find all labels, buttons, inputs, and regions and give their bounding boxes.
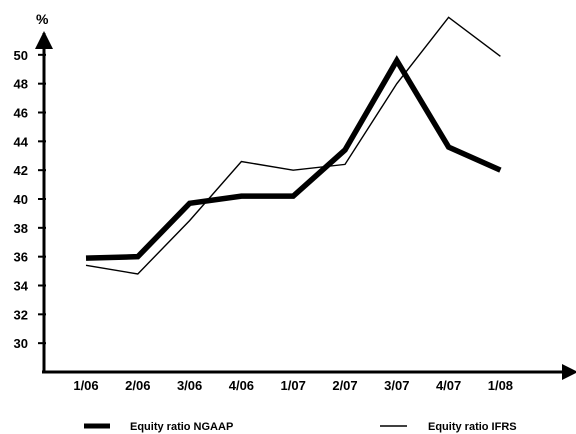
x-axis: 1/06 2/06 3/06 4/06 1/07 2/07 3/07 4/07 1/08 [42, 364, 576, 393]
y-tick-label: 50 [14, 48, 28, 63]
y-tick-label: 42 [14, 163, 28, 178]
y-axis: % 30 32 34 36 38 40 42 44 46 48 50 [14, 11, 53, 372]
x-tick-label: 2/06 [125, 378, 150, 393]
x-tick-label: 4/07 [436, 378, 461, 393]
x-tick-label: 2/07 [332, 378, 357, 393]
y-tick-label: 40 [14, 192, 28, 207]
series-lines [85, 16, 502, 275]
legend-label: Equity ratio IFRS [428, 421, 517, 433]
x-tick-label: 3/07 [384, 378, 409, 393]
y-tick-label: 48 [14, 77, 28, 92]
y-tick-label: 30 [14, 336, 28, 351]
series-line-ifrs [85, 16, 501, 275]
y-tick-label: 38 [14, 221, 28, 236]
y-tick-label: 44 [14, 134, 29, 149]
x-tick-label: 1/06 [73, 378, 98, 393]
legend: Equity ratio NGAAP Equity ratio IFRS [84, 421, 517, 433]
x-tick-label: 1/08 [488, 378, 513, 393]
y-tick-label: 46 [14, 106, 28, 121]
y-axis-arrow [35, 31, 53, 49]
x-tick-label: 1/07 [281, 378, 306, 393]
x-tick-label: 3/06 [177, 378, 202, 393]
x-tick-label: 4/06 [229, 378, 254, 393]
legend-label: Equity ratio NGAAP [130, 421, 233, 433]
series-line-ngaap [85, 55, 502, 261]
y-axis-unit-label: % [36, 11, 49, 27]
x-axis-arrow [562, 364, 576, 380]
y-tick-label: 32 [14, 307, 28, 322]
y-tick-label: 36 [14, 250, 28, 265]
y-tick-label: 34 [14, 279, 29, 294]
